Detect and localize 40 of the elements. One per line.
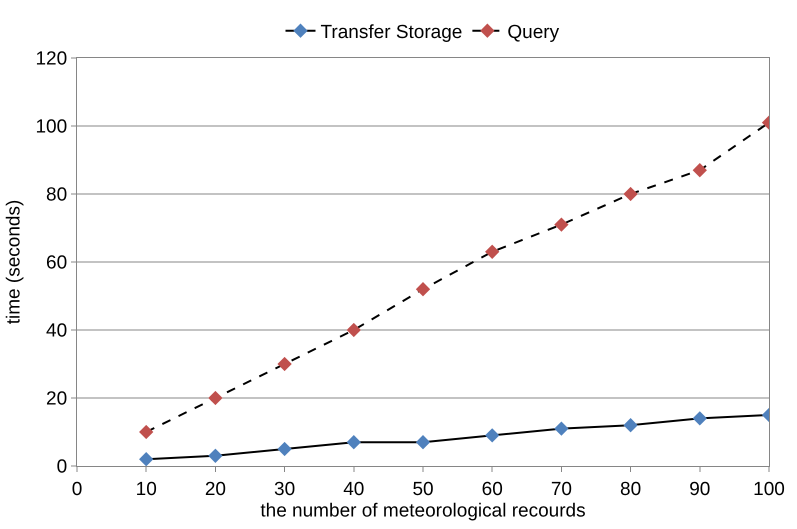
point [692, 163, 707, 178]
x-axis-title: the number of meteorological recourds [260, 500, 586, 522]
x-tick-label: 60 [482, 478, 503, 500]
x-tick-label: 80 [620, 478, 642, 500]
x-tick-label: 70 [550, 478, 572, 500]
point [208, 390, 223, 406]
y-tick-label: 20 [46, 388, 68, 410]
y-tick-label: 100 [35, 116, 68, 138]
point [554, 421, 569, 436]
y-axis-title: time (seconds) [3, 200, 24, 324]
point [485, 428, 500, 443]
x-tick-label: 50 [412, 478, 434, 500]
x-tick-label: 0 [72, 478, 82, 500]
point [346, 322, 361, 338]
point [346, 435, 361, 450]
point [623, 186, 638, 202]
legend-label: Transfer Storage [320, 22, 462, 44]
legend-label: Query [507, 22, 560, 44]
point [139, 452, 154, 466]
point [485, 244, 500, 259]
x-tick-label: 100 [753, 478, 785, 500]
point [416, 435, 430, 450]
point [139, 424, 154, 440]
x-tick-label: 30 [274, 478, 296, 500]
point [623, 418, 638, 432]
y-tick-label: 60 [46, 252, 68, 274]
point [692, 411, 707, 426]
point [208, 448, 223, 463]
point [277, 442, 292, 456]
y-tick-label: 120 [35, 48, 68, 70]
x-tick-label: 20 [204, 478, 226, 500]
y-tick-label: 80 [46, 184, 68, 206]
point [416, 282, 430, 296]
x-tick-label: 40 [343, 478, 364, 500]
y-tick-label: 40 [46, 320, 68, 342]
x-tick-label: 10 [136, 478, 157, 500]
y-tick-label: 0 [56, 456, 68, 478]
point [554, 217, 569, 232]
point [277, 356, 292, 372]
x-tick-label: 90 [689, 478, 710, 500]
